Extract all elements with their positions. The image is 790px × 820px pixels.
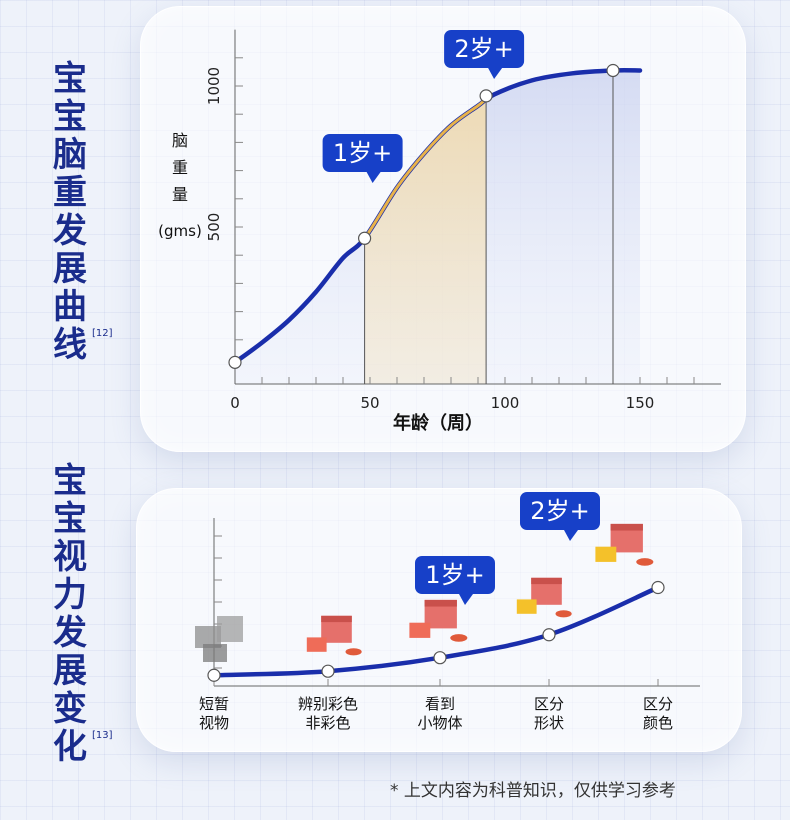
title-char: 变 (53, 689, 87, 729)
piece-icon (450, 634, 468, 642)
category-label: 小物体 (417, 714, 462, 732)
crate-top-icon (424, 599, 457, 607)
title-char: 化 (53, 727, 87, 767)
data-marker (651, 580, 665, 595)
crate-top-icon (610, 523, 643, 531)
vision-chart-reference: [13] (92, 730, 113, 741)
badge-label: 1岁+ (333, 139, 392, 167)
category-label: 颜色 (643, 714, 673, 732)
age-badge-2: 2岁+ (444, 30, 525, 79)
title-char: 展 (53, 249, 87, 289)
brain-chart-title: 宝宝脑重发展曲线 (48, 60, 92, 364)
small-block-icon (595, 546, 617, 562)
category-label: 短暂 (199, 695, 229, 713)
title-char: 视 (53, 537, 87, 577)
title-char: 力 (53, 575, 87, 615)
title-char: 宝 (53, 97, 87, 137)
y-axis-label-char: 重 (172, 158, 188, 177)
title-char: 展 (53, 651, 87, 691)
y-axis-label-char: 量 (172, 185, 188, 204)
toys-icon (306, 615, 362, 656)
title-char: 曲 (53, 287, 87, 327)
gray-block-icon (195, 626, 221, 648)
category-label: 区分 (534, 695, 564, 713)
crate-top-icon (531, 577, 562, 585)
badge-box (520, 492, 600, 530)
badge-pointer (564, 530, 578, 541)
badge-box (444, 30, 525, 68)
gray-block-icon (217, 616, 243, 642)
title-char: 宝 (53, 461, 87, 501)
badge-pointer (459, 594, 473, 605)
title-char: 重 (53, 173, 87, 213)
toys-icon (409, 599, 468, 642)
small-block-icon (409, 622, 431, 638)
title-char: 发 (53, 211, 87, 251)
y-tick-label: 500 (205, 213, 223, 242)
crate-top-icon (321, 615, 352, 623)
small-block-icon (306, 637, 327, 652)
data-marker (433, 651, 447, 665)
x-tick-label: 100 (491, 394, 520, 412)
x-tick-label: 0 (230, 394, 240, 412)
age-badge-vision-1: 1岁+ (415, 556, 495, 605)
badge-box (322, 134, 403, 172)
piece-icon (636, 558, 654, 566)
data-marker (358, 231, 372, 245)
badge-pointer (366, 172, 381, 183)
age-badge-vision-2: 2岁+ (520, 492, 600, 541)
toys-icon (516, 577, 572, 618)
y-tick-label: 1000 (205, 67, 223, 105)
gray-block-icon (203, 644, 227, 662)
toys-icon (595, 523, 654, 566)
badge-label: 2岁+ (454, 35, 513, 63)
data-marker (542, 628, 556, 642)
data-marker (228, 355, 242, 369)
y-axis-label-char: 脑 (172, 131, 188, 150)
highlight-area (364, 99, 487, 384)
title-char: 脑 (53, 135, 87, 175)
title-char: 宝 (53, 499, 87, 539)
brain-weight-chart: 0 50 100 150 500 1000 年龄（周） 脑重量 (gms) 1岁+ 2岁+ (158, 29, 721, 434)
data-marker (479, 89, 493, 103)
data-marker (207, 668, 221, 682)
x-tick-label: 150 (626, 394, 655, 412)
age-badge-1: 1岁+ (322, 134, 403, 183)
category-label: 区分 (643, 695, 673, 713)
title-char: 发 (53, 613, 87, 653)
title-char: 宝 (53, 59, 87, 99)
piece-icon (345, 648, 362, 656)
category-label: 辨别彩色 (298, 695, 358, 713)
category-label: 视物 (199, 714, 229, 732)
badge-pointer (488, 68, 503, 79)
blurry-toys-icon (195, 616, 243, 662)
data-marker (321, 664, 335, 678)
data-marker (606, 63, 620, 78)
x-tick-label: 50 (360, 394, 379, 412)
vision-chart-title: 宝宝视力发展变化 (48, 462, 92, 766)
category-label: 看到 (425, 695, 455, 713)
y-axis-unit: (gms) (158, 222, 202, 240)
brain-chart-reference: [12] (92, 328, 113, 339)
x-axis-label: 年龄（周） (393, 412, 483, 434)
piece-icon (555, 610, 572, 618)
title-char: 线 (53, 325, 87, 365)
category-label: 非彩色 (305, 714, 350, 732)
category-label: 形状 (534, 714, 564, 732)
disclaimer-footnote: * 上文内容为科普知识，仅供学习参考 (390, 781, 676, 801)
highlight-line (364, 97, 487, 241)
small-block-icon (516, 599, 537, 614)
badge-label: 2岁+ (530, 497, 589, 525)
badge-box (415, 556, 495, 594)
badge-label: 1岁+ (425, 561, 484, 589)
